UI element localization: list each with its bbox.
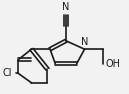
Text: N: N	[81, 37, 88, 47]
Text: N: N	[62, 2, 70, 12]
Text: Cl: Cl	[3, 68, 12, 78]
Text: OH: OH	[106, 59, 120, 69]
